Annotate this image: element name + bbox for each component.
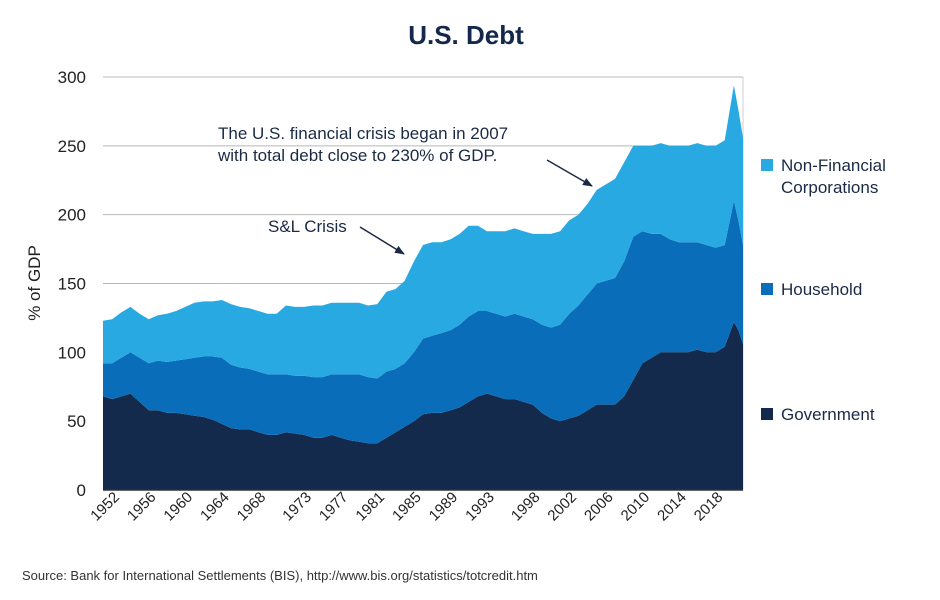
y-tick-label: 50 bbox=[67, 412, 86, 431]
legend-swatch-non-financial-corporations bbox=[761, 159, 773, 171]
y-tick-label: 0 bbox=[77, 481, 86, 500]
x-tick-label: 1973 bbox=[279, 489, 315, 525]
area-household bbox=[103, 200, 743, 444]
x-tick-label: 1960 bbox=[160, 489, 196, 525]
x-tick-label: 2014 bbox=[654, 489, 690, 525]
x-tick-label: 1998 bbox=[508, 489, 544, 525]
y-tick-label: 300 bbox=[58, 68, 86, 87]
area-government bbox=[103, 322, 743, 490]
y-axis-label: % of GDP bbox=[25, 245, 44, 321]
legend: Non-Financial Corporations Household Govern… bbox=[761, 156, 886, 424]
x-tick-label: 2006 bbox=[581, 489, 617, 525]
y-tick-label: 200 bbox=[58, 206, 86, 225]
legend-swatch-household bbox=[761, 283, 773, 295]
annotations: The U.S. financial crisis began in 2007 w… bbox=[217, 124, 593, 255]
legend-label-non-financial-corporations: Non-Financial Corporations bbox=[781, 156, 886, 197]
annotation-crisis-line: The U.S. financial crisis began in 2007 bbox=[218, 124, 508, 143]
legend-swatch-government bbox=[761, 408, 773, 420]
x-tick-label: 1952 bbox=[87, 489, 123, 525]
x-tick-label: 2010 bbox=[618, 489, 654, 525]
x-tick-label: 1964 bbox=[197, 489, 233, 525]
annotation-crisis-line: with total debt close to 230% of GDP. bbox=[217, 146, 497, 165]
chart-title: U.S. Debt bbox=[408, 20, 524, 50]
x-tick-label: 1985 bbox=[389, 489, 425, 525]
y-tick-label: 100 bbox=[58, 343, 86, 362]
x-tick-label: 1956 bbox=[124, 489, 160, 525]
annotation-sl-crisis: S&L Crisis bbox=[268, 217, 347, 236]
source-note: Source: Bank for International Settlemen… bbox=[22, 568, 538, 583]
x-tick-label: 2018 bbox=[691, 489, 727, 525]
legend-label-government: Government bbox=[781, 405, 875, 424]
area-series bbox=[103, 85, 743, 490]
area-non-financial-corporations bbox=[103, 85, 743, 379]
x-tick-label: 1993 bbox=[462, 489, 498, 525]
annotation-arrow-crisis bbox=[546, 159, 593, 187]
x-tick-label: 1981 bbox=[352, 489, 388, 525]
x-tick-label: 1977 bbox=[316, 489, 352, 525]
legend-label-household: Household bbox=[781, 280, 862, 299]
annotation-arrow-sl bbox=[359, 226, 405, 255]
x-tick-label: 1968 bbox=[234, 489, 270, 525]
y-tick-label: 150 bbox=[58, 275, 86, 294]
y-tick-label: 250 bbox=[58, 137, 86, 156]
x-tick-label: 2002 bbox=[544, 489, 580, 525]
x-tick-label: 1989 bbox=[426, 489, 462, 525]
